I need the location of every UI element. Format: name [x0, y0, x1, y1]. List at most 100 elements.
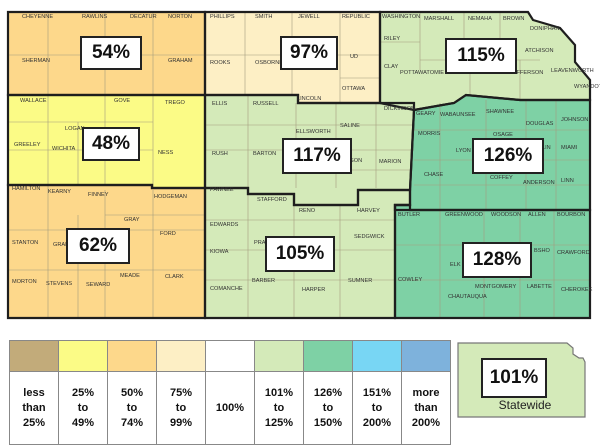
county-label: ELLIS: [212, 101, 228, 107]
county-label: ALLEN: [528, 212, 546, 218]
county-label: HAMILTON: [12, 186, 40, 192]
region-percent-west-central: 48%: [82, 127, 140, 161]
legend-swatch-151-200: [352, 340, 402, 372]
county-label: STANTON: [12, 240, 38, 246]
legend-label-151-200: 151% to 200%: [362, 386, 392, 429]
county-label: ANDERSON: [523, 180, 555, 186]
county-label: CHASE: [424, 172, 444, 178]
county-label: SMITH: [255, 14, 272, 20]
county-label: HARPER: [302, 287, 325, 293]
county-label: LINN: [561, 178, 574, 184]
county-label: STEVENS: [46, 281, 72, 287]
statewide-caption: Statewide: [498, 398, 552, 412]
county-label: GRAY: [124, 217, 140, 223]
county-label: CLARK: [165, 274, 184, 280]
legend-label-126-150: 126% to 150%: [313, 386, 343, 429]
county-label: SHAWNEE: [486, 109, 514, 115]
legend-swatch-126-150: [303, 340, 353, 372]
county-label: MORRIS: [418, 131, 441, 137]
county-label: BROWN: [503, 16, 524, 22]
legend-swatch-100: [205, 340, 255, 372]
county-label: CHEYENNE: [22, 14, 53, 20]
county-label: ELK: [450, 262, 461, 268]
legend-swatch-75-99: [156, 340, 206, 372]
county-label: CRAWFORD: [557, 250, 590, 256]
region-percent-southwest: 62%: [66, 228, 130, 264]
county-label: WOODSON: [491, 212, 521, 218]
legend-swatch-25-49: [58, 340, 108, 372]
legend-label-75-99: 75% to 99%: [169, 386, 193, 429]
county-label: PHILLIPS: [210, 14, 235, 20]
county-label: LABETTE: [527, 284, 552, 290]
county-label: OTTAWA: [342, 86, 365, 92]
county-label: LEAVENWORTH: [551, 68, 594, 74]
legend-label-100: 100%: [215, 401, 245, 414]
county-label: MEADE: [120, 273, 140, 279]
legend-label-less-than-25: less than 25%: [22, 386, 46, 429]
county-label: HARVEY: [357, 208, 380, 214]
county-label: RUSSELL: [253, 101, 279, 107]
county-label: POTTAWATOMIE: [400, 70, 444, 76]
county-label: REPUBLIC: [342, 14, 370, 20]
county-label: EDWARDS: [210, 222, 239, 228]
county-label: ROOKS: [210, 60, 230, 66]
county-label: LIN: [542, 145, 551, 151]
county-label: WASHINGTON: [382, 14, 420, 20]
county-label: LINCOLN: [297, 96, 321, 102]
region-percent-southeast: 128%: [462, 242, 532, 278]
county-label: NEMAHA: [468, 16, 492, 22]
county-label: CHEROKEE: [561, 287, 593, 293]
county-label: RSON: [346, 158, 362, 164]
county-label: COMANCHE: [210, 286, 243, 292]
county-label: JEFFERSON: [510, 70, 543, 76]
county-label: SALINE: [340, 123, 360, 129]
county-label: WYANDOTTE: [574, 84, 600, 90]
county-label: RAWLINS: [82, 14, 108, 20]
county-label: MIAMI: [561, 145, 578, 151]
region-percent-northeast: 115%: [445, 38, 517, 74]
legend-swatch-more-200: [401, 340, 451, 372]
county-label: COWLEY: [398, 277, 423, 283]
region-percent-south-central: 105%: [265, 236, 335, 272]
region-border-southeast: [393, 203, 592, 320]
county-label: SEWARD: [86, 282, 110, 288]
county-label: MONTGOMERY: [475, 284, 516, 290]
county-label: WABAUNSEE: [440, 112, 476, 118]
county-label: OSBORNE: [255, 60, 283, 66]
county-label: MARSHALL: [424, 16, 454, 22]
county-label: LOGAN: [65, 126, 85, 132]
county-label: BUTLER: [398, 212, 420, 218]
county-label: HODGEMAN: [154, 194, 187, 200]
county-label: GEARY: [416, 111, 436, 117]
county-label: ELLSWORTH: [296, 129, 331, 135]
legend-label-more-200: more than 200%: [411, 386, 441, 429]
county-label: KIOWA: [210, 249, 229, 255]
county-label: BSHO: [534, 248, 551, 254]
county-label: MARION: [379, 159, 401, 165]
county-label: NESS: [158, 150, 174, 156]
county-label: JEWELL: [298, 14, 320, 20]
county-label: RUSH: [212, 151, 228, 157]
legend-swatch-50-74: [107, 340, 157, 372]
legend-swatch-101-125: [254, 340, 304, 372]
legend-swatch-less-than-25: [9, 340, 59, 372]
county-label: DICKINSON: [384, 106, 415, 112]
county-label: GOVE: [114, 98, 130, 104]
county-label: BARTON: [253, 151, 276, 157]
county-label: CHAUTAUQUA: [448, 294, 487, 300]
region-percent-central: 117%: [282, 138, 352, 174]
county-label: CLAY: [384, 64, 398, 70]
county-label: COFFEY: [490, 175, 513, 181]
county-label: BARBER: [252, 278, 275, 284]
county-label: LYON: [456, 148, 471, 154]
county-label: GREELEY: [14, 142, 41, 148]
county-label: JOHNSON: [561, 117, 588, 123]
statewide-percent: 101%: [481, 358, 547, 398]
county-label: DOUGLAS: [526, 121, 554, 127]
county-label: GRAHAM: [168, 58, 193, 64]
county-label: SUMNER: [348, 278, 372, 284]
legend-label-25-49: 25% to 49%: [71, 386, 95, 429]
county-label: DONIPHAN: [530, 26, 560, 32]
legend-label-101-125: 101% to 125%: [264, 386, 294, 429]
county-label: NORTON: [168, 14, 192, 20]
